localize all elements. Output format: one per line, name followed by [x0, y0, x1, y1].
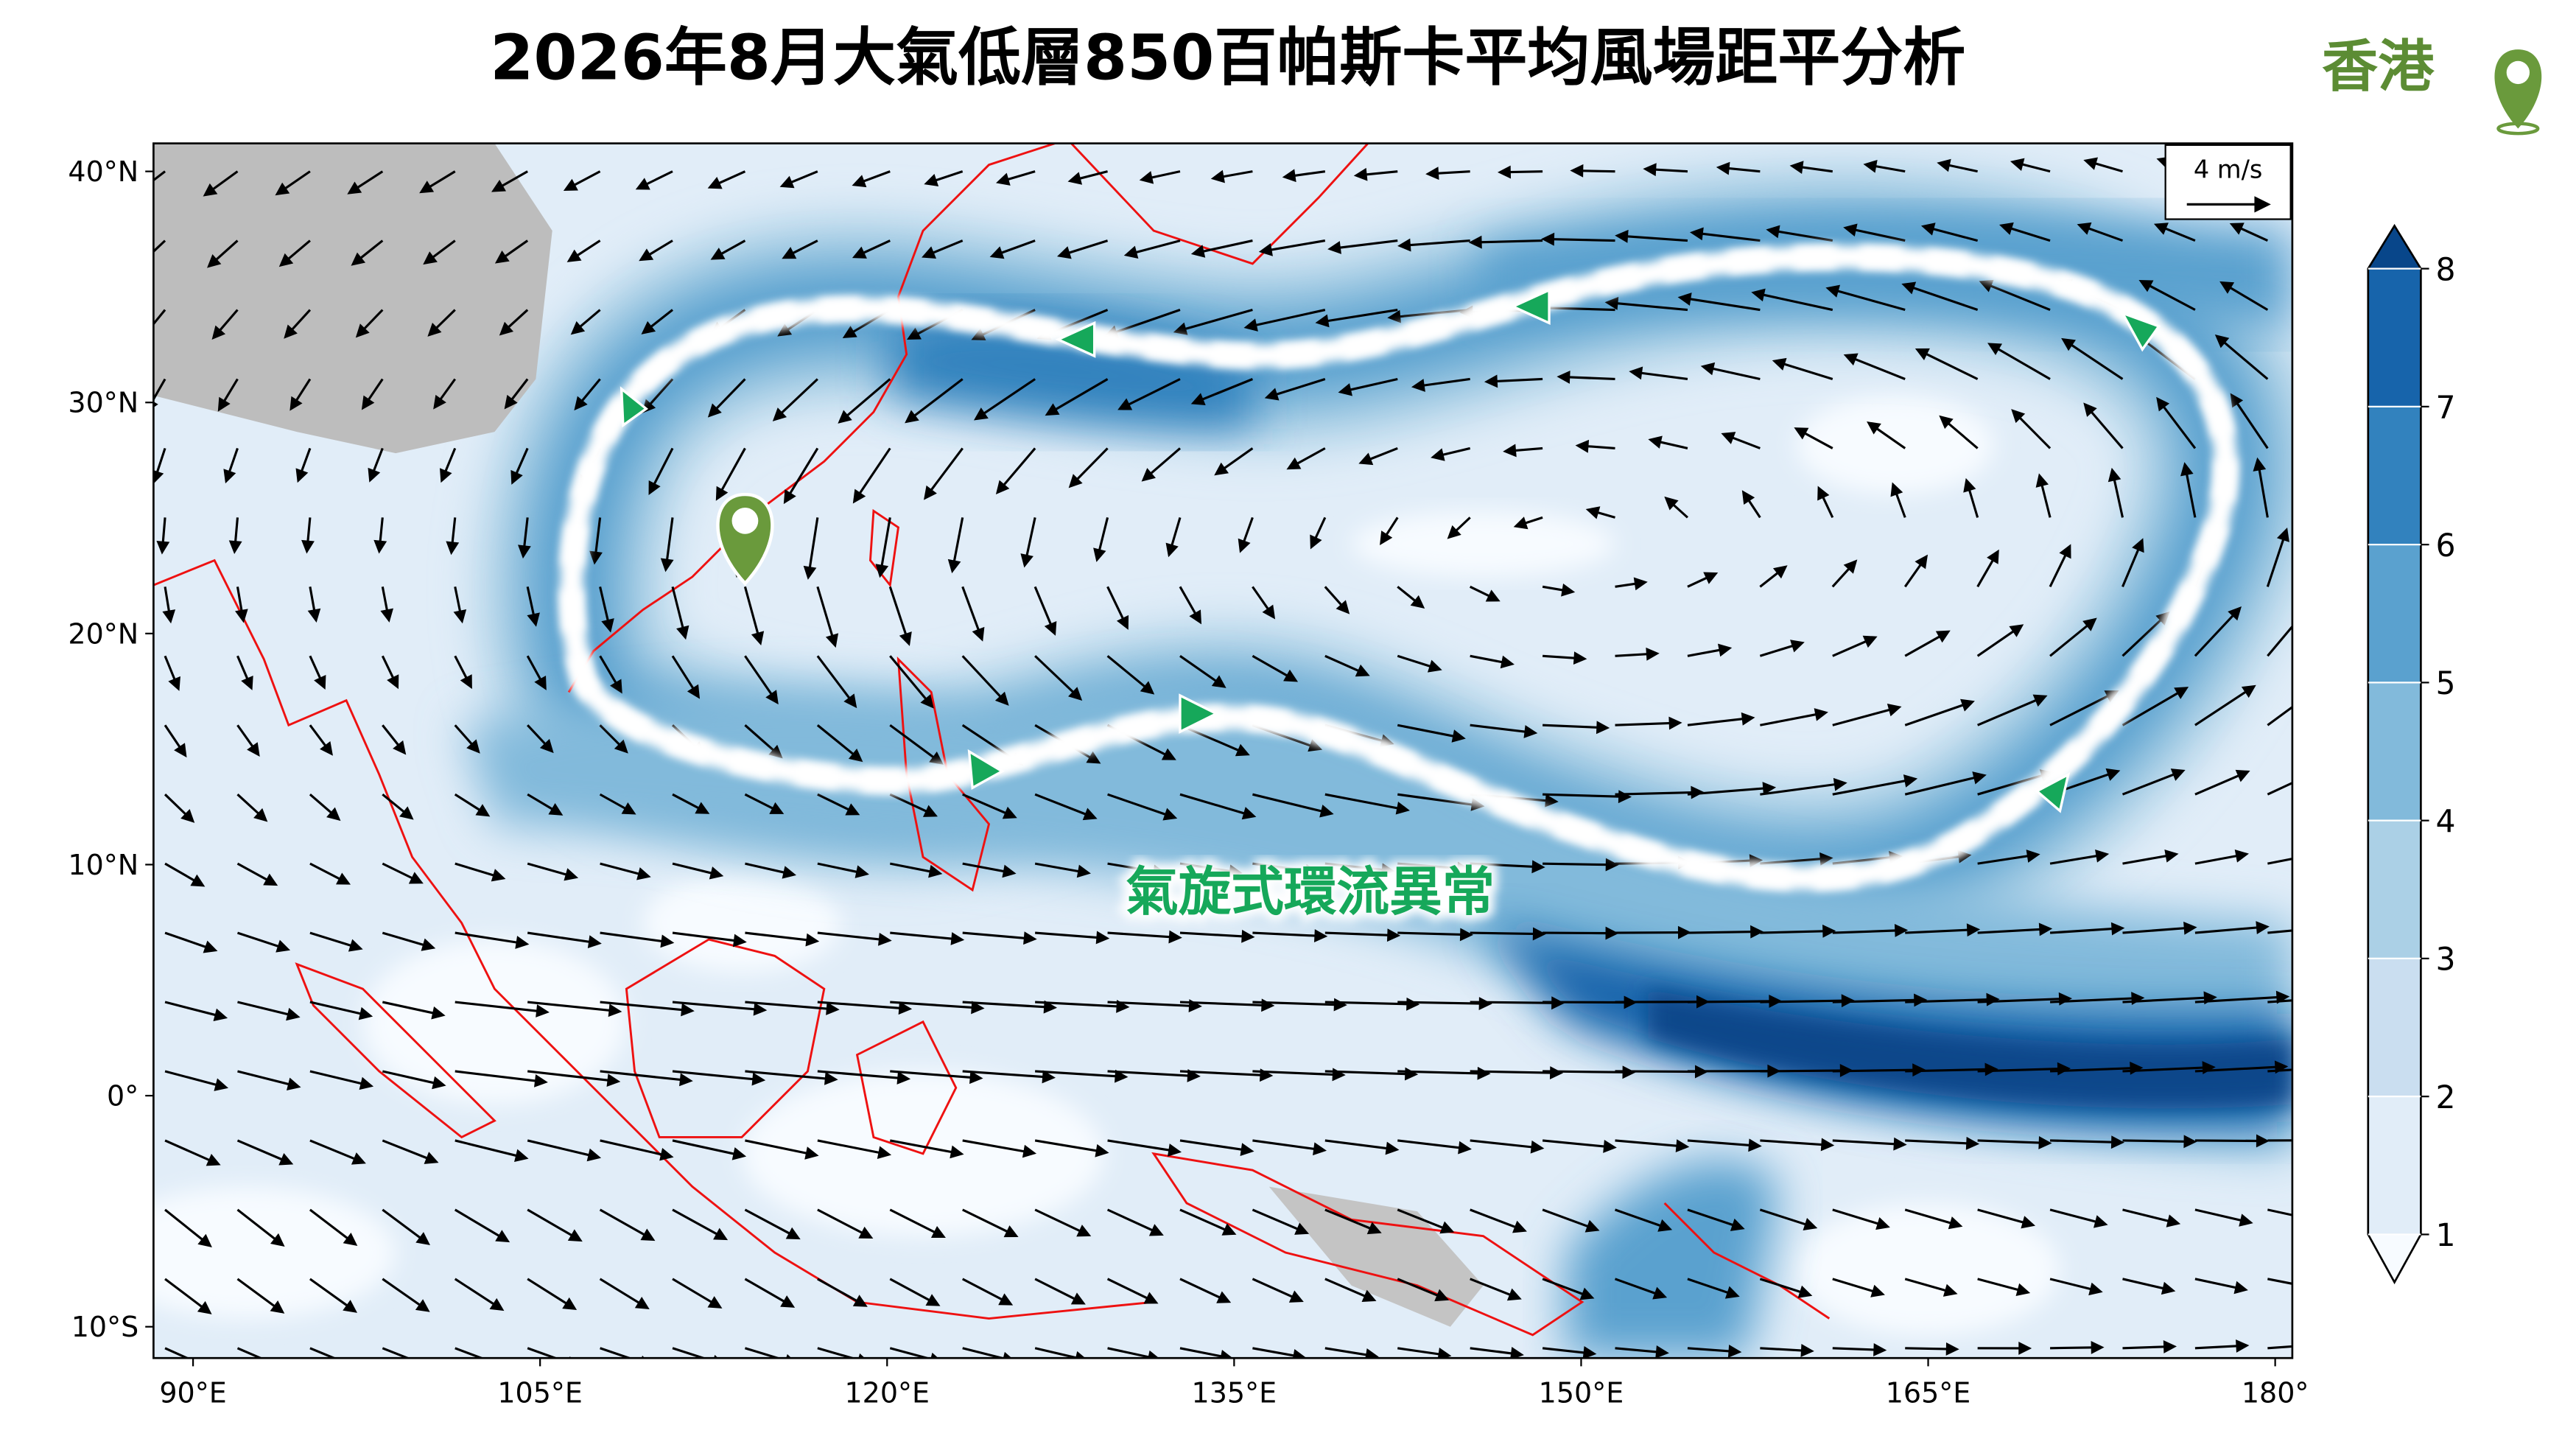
wind-arrow-shaft [1615, 1071, 1700, 1072]
shade-blob [643, 874, 840, 973]
lon-tick-label: 180° [2242, 1377, 2309, 1409]
wind-arrow-head [202, 1360, 217, 1372]
colorbar-segment [2368, 1096, 2421, 1234]
shade-blob [1352, 511, 1615, 576]
wind-arrow-head [275, 1359, 289, 1371]
wind-arrow-head [2328, 920, 2342, 934]
colorbar-tick-label: 5 [2436, 666, 2456, 702]
lon-tick-label: 90°E [159, 1377, 226, 1409]
wind-arrow-shaft [1543, 933, 1610, 934]
title: 2026年8月大氣低層850百帕斯卡平均風場距平分析 [490, 21, 1965, 94]
shade-blob [1797, 1203, 2060, 1335]
colorbar-segment [2368, 682, 2421, 820]
wind-arrow-head [2306, 1281, 2320, 1294]
colorbar-tick-label: 4 [2436, 804, 2456, 840]
lat-tick-label: 30°N [68, 387, 138, 419]
location-label: 香港 [2322, 33, 2435, 99]
colorbar-tick-label: 7 [2436, 390, 2456, 427]
reference-label: 4 m/s [2194, 155, 2262, 184]
map-area: 氣旋式環流異常 氣旋式環流異常 4 m/s [99, 144, 2362, 1372]
wind-arrow-shaft [1543, 1071, 1627, 1072]
wind-arrow-head [347, 1359, 362, 1371]
wind-arrow-head [140, 326, 153, 341]
wind-arrow-shaft [1833, 1070, 1917, 1071]
wind-arrow-head [2328, 1134, 2342, 1147]
colorbar-segment [2368, 959, 2421, 1096]
wind-arrow-head [2348, 990, 2362, 1004]
wind-arrow-head [2301, 771, 2316, 783]
location-icon [2494, 49, 2541, 133]
wind-arrow-head [2347, 1060, 2360, 1074]
wind-arrow-head [2298, 603, 2312, 617]
lat-tick-label: 10°S [71, 1311, 139, 1343]
colorbar-tick-label: 1 [2436, 1218, 2456, 1254]
wind-arrow-head [135, 255, 149, 269]
lon-tick-label: 105°E [497, 1377, 583, 1409]
colorbar-segment [2368, 269, 2421, 407]
wind-arrow-head [2306, 850, 2320, 863]
wind-arrow-head [2312, 1213, 2326, 1225]
wind-arrow-shaft [1579, 171, 1615, 172]
colorbar-segment [2368, 821, 2421, 959]
colorbar-over [2368, 225, 2421, 268]
colorbar-tick-label: 2 [2436, 1080, 2456, 1116]
colorbar-tick-label: 3 [2436, 942, 2456, 978]
annotation: 氣旋式環流異常 [1126, 861, 1495, 922]
lat-tick-label: 0° [107, 1080, 138, 1113]
wind-arrow-shaft [1905, 1348, 1951, 1349]
wind-arrow-shaft [1549, 239, 1615, 241]
wind-arrow-shaft [1543, 864, 1610, 865]
lon-tick-label: 165°E [1886, 1377, 1971, 1409]
wind-arrow-shaft [1688, 932, 1755, 933]
wind-arrow-shaft [1470, 933, 1538, 934]
colorbar: 1 2 3 4 5 6 7 8 [2368, 225, 2456, 1282]
wind-arrow-head [420, 1358, 435, 1370]
lat-tick-label: 10°N [68, 849, 138, 881]
colorbar-under [2368, 1234, 2421, 1282]
shade-blob [362, 939, 626, 1104]
wind-arrow-shaft [1470, 1071, 1555, 1073]
lon-tick-label: 135°E [1192, 1377, 1277, 1409]
lat-tick-label: 40°N [68, 155, 138, 188]
shade-blob [99, 1187, 396, 1319]
colorbar-segment [2368, 407, 2421, 544]
wind-arrow-head [2307, 685, 2322, 698]
colorbar-tick-label: 8 [2436, 252, 2456, 288]
lon-tick-label: 120°E [844, 1377, 930, 1409]
colorbar-tick-label: 6 [2436, 528, 2456, 564]
lat-tick-label: 20°N [68, 617, 138, 650]
wind-arrow-shaft [2122, 1347, 2168, 1348]
wind-arrow-head [2308, 1339, 2321, 1352]
lon-tick-label: 150°E [1539, 1377, 1624, 1409]
colorbar-segment [2368, 544, 2421, 682]
